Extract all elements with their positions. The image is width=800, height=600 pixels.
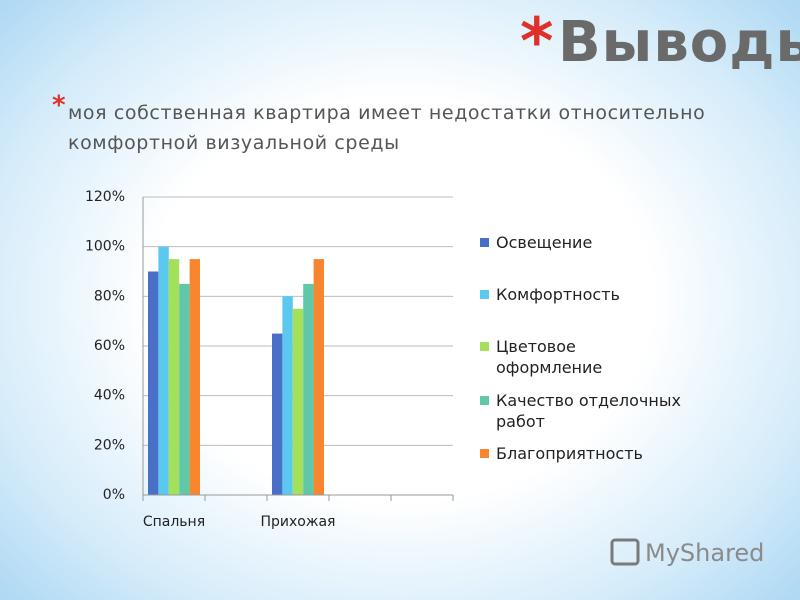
x-tick-label: Спальня: [143, 514, 205, 530]
legend-label: Комфортность: [496, 285, 620, 304]
y-tick-label: 60%: [94, 338, 125, 354]
bar: [189, 259, 200, 495]
watermark: MyShared: [645, 539, 764, 567]
y-tick-label: 40%: [94, 388, 125, 404]
y-tick-label: 0%: [103, 487, 125, 503]
bar: [158, 246, 169, 495]
legend-label: Освещение: [496, 233, 593, 252]
x-tick-label: Прихожая: [261, 514, 336, 530]
bullet-text: моя собственная квартира имеет недостатк…: [68, 102, 706, 154]
legend-swatch: [480, 238, 489, 247]
legend-swatch: [480, 449, 489, 458]
bar: [313, 259, 324, 495]
bar: [179, 283, 190, 495]
bar: [282, 296, 293, 495]
bar: [148, 271, 159, 495]
bar: [303, 283, 314, 495]
y-tick-label: 100%: [85, 239, 125, 255]
title: Выводы:: [558, 10, 800, 75]
legend-label: Благоприятность: [496, 444, 643, 463]
bar: [292, 308, 304, 495]
bar: [272, 333, 283, 495]
y-tick-label: 80%: [94, 288, 125, 304]
title-marker: *: [520, 6, 553, 80]
watermark-icon: [610, 538, 640, 566]
bullet-marker: *: [52, 91, 66, 121]
y-tick-label: 20%: [94, 437, 125, 453]
y-tick-label: 120%: [85, 189, 125, 205]
legend-label: Качество отделочных работ: [496, 391, 681, 431]
legend-swatch: [480, 396, 489, 405]
legend-swatch: [480, 342, 489, 351]
legend-label: Цветовое оформление: [496, 337, 603, 377]
bar: [168, 259, 180, 495]
legend-swatch: [480, 290, 489, 299]
